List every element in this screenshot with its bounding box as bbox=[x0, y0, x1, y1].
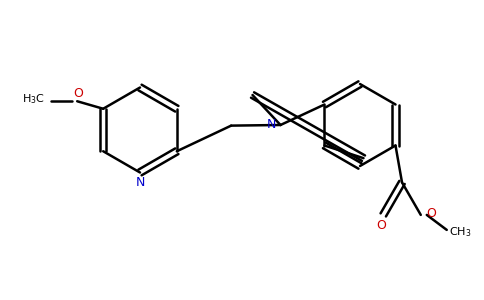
Text: CH$_3$: CH$_3$ bbox=[449, 225, 472, 239]
Text: N: N bbox=[136, 176, 145, 189]
Text: N: N bbox=[267, 118, 276, 130]
Text: O: O bbox=[73, 87, 83, 100]
Text: O: O bbox=[376, 219, 386, 232]
Text: O: O bbox=[426, 207, 436, 220]
Text: H$_3$C: H$_3$C bbox=[22, 92, 45, 106]
